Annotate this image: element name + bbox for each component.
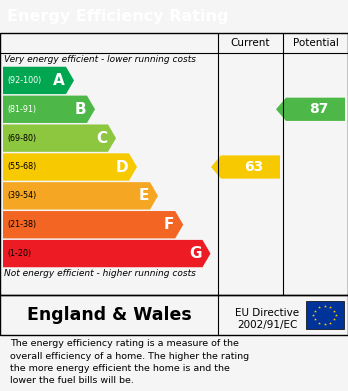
Text: (69-80): (69-80) xyxy=(7,134,36,143)
Polygon shape xyxy=(276,98,345,121)
Text: Very energy efficient - lower running costs: Very energy efficient - lower running co… xyxy=(4,54,196,63)
Text: Potential: Potential xyxy=(293,38,339,48)
Text: EU Directive: EU Directive xyxy=(235,308,300,318)
Text: Not energy efficient - higher running costs: Not energy efficient - higher running co… xyxy=(4,269,196,278)
Text: A: A xyxy=(53,73,65,88)
Text: (92-100): (92-100) xyxy=(7,76,41,85)
Text: C: C xyxy=(96,131,107,145)
Polygon shape xyxy=(3,211,183,239)
Polygon shape xyxy=(3,67,74,94)
Polygon shape xyxy=(3,124,116,152)
Polygon shape xyxy=(3,240,211,267)
Text: G: G xyxy=(189,246,201,261)
Polygon shape xyxy=(211,155,280,179)
Text: 63: 63 xyxy=(244,160,263,174)
Text: (55-68): (55-68) xyxy=(7,163,36,172)
Text: (1-20): (1-20) xyxy=(7,249,31,258)
Text: (39-54): (39-54) xyxy=(7,191,36,200)
Text: England & Wales: England & Wales xyxy=(27,306,191,324)
Text: (21-38): (21-38) xyxy=(7,220,36,229)
Text: B: B xyxy=(74,102,86,117)
Text: Energy Efficiency Rating: Energy Efficiency Rating xyxy=(7,9,228,24)
Polygon shape xyxy=(3,96,95,123)
Text: 87: 87 xyxy=(309,102,328,116)
Text: The energy efficiency rating is a measure of the
overall efficiency of a home. T: The energy efficiency rating is a measur… xyxy=(10,339,250,385)
Text: D: D xyxy=(116,160,128,174)
Polygon shape xyxy=(3,182,158,210)
Text: 2002/91/EC: 2002/91/EC xyxy=(237,320,298,330)
Text: Current: Current xyxy=(231,38,270,48)
Text: F: F xyxy=(164,217,174,232)
Text: E: E xyxy=(139,188,149,203)
Text: (81-91): (81-91) xyxy=(7,105,36,114)
Polygon shape xyxy=(3,153,137,181)
Bar xyxy=(306,301,343,329)
